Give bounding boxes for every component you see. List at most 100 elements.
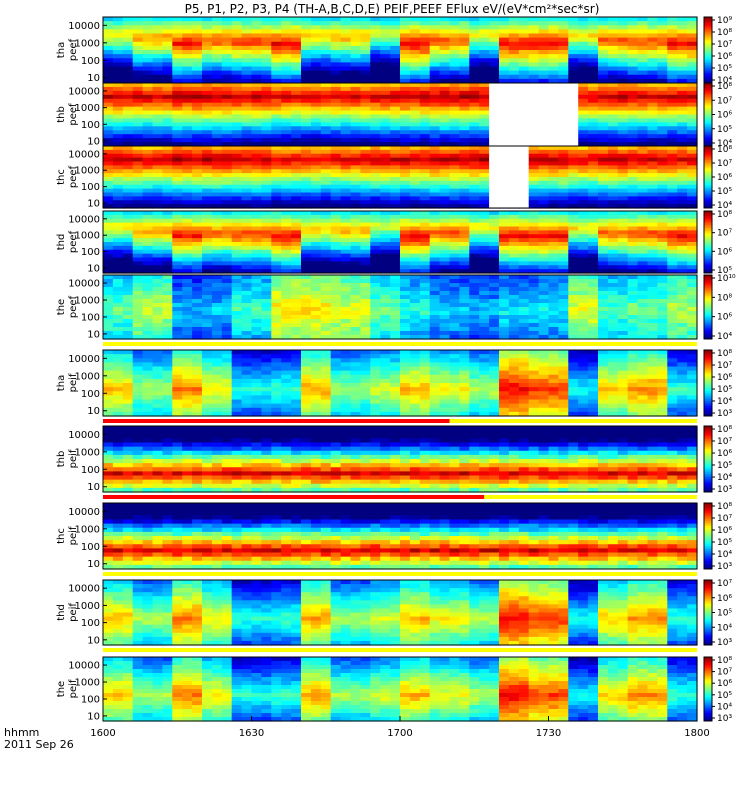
spectrogram-cell xyxy=(479,83,490,88)
spectrogram-cell xyxy=(251,134,262,139)
spectrogram-cell xyxy=(330,21,342,26)
spectrogram-cell xyxy=(677,78,688,84)
spectrogram-cell xyxy=(588,230,599,235)
spectrogram-cell xyxy=(350,153,361,159)
spectrogram-cell xyxy=(588,261,599,266)
colorbar-cell xyxy=(704,240,712,243)
spectrogram-cell xyxy=(231,58,243,63)
spectrogram-cell xyxy=(380,238,391,243)
colorbar-cell xyxy=(704,66,712,69)
spectrogram-cell xyxy=(202,283,213,288)
spectrogram-cell xyxy=(607,279,619,284)
spectrogram-cell xyxy=(518,311,530,316)
colorbar-cell xyxy=(704,170,712,173)
spectrogram-cell xyxy=(122,211,134,216)
spectrogram-cell xyxy=(548,66,559,72)
spectrogram-cell xyxy=(310,261,322,266)
spectrogram-cell xyxy=(479,307,490,312)
spectrogram-cell xyxy=(112,319,124,324)
spectrogram-cell xyxy=(449,94,460,100)
colorbar-cell xyxy=(704,112,712,115)
spectrogram-cell xyxy=(459,303,470,308)
spectrogram-cell xyxy=(350,327,361,332)
spectrogram-cell xyxy=(538,25,550,30)
spectrogram-cell xyxy=(152,94,163,100)
spectrogram-cell xyxy=(162,192,173,197)
spectrogram-cell xyxy=(152,291,163,296)
spectrogram-cell xyxy=(479,200,490,205)
spectrogram-cell xyxy=(162,269,173,274)
spectrogram-cell xyxy=(588,315,599,320)
spectrogram-cell xyxy=(449,180,460,186)
spectrogram-cell xyxy=(281,146,292,151)
spectrogram-cell xyxy=(419,169,431,174)
spectrogram-cell xyxy=(637,287,649,292)
spectrogram-cell xyxy=(291,335,302,340)
spectrogram-cell xyxy=(578,204,589,209)
spectrogram-cell xyxy=(469,153,480,159)
spectrogram-cell xyxy=(578,58,589,63)
spectrogram-cell xyxy=(499,265,510,270)
spectrogram-cell xyxy=(538,41,550,47)
spectrogram-cell xyxy=(607,303,619,308)
spectrogram-cell xyxy=(578,130,589,135)
spectrogram-cell xyxy=(281,184,292,190)
spectrogram-cell xyxy=(499,74,510,80)
spectrogram-cell xyxy=(409,315,421,320)
spectrogram-cell xyxy=(162,204,173,209)
spectrogram-cell xyxy=(202,303,213,308)
spectrogram-cell xyxy=(142,94,154,100)
spectrogram-cell xyxy=(627,146,639,151)
spectrogram-cell xyxy=(241,21,253,26)
spectrogram-cell xyxy=(588,83,599,88)
spectrogram-cell xyxy=(251,21,262,26)
spectrogram-cell xyxy=(152,25,163,30)
spectrogram-cell xyxy=(221,157,233,163)
spectrogram-cell xyxy=(370,249,381,255)
spectrogram-cell xyxy=(419,86,431,92)
spectrogram-cell xyxy=(390,222,401,228)
spectrogram-cell xyxy=(400,265,411,270)
spectrogram-cell xyxy=(469,253,480,259)
spectrogram-cell xyxy=(479,118,490,123)
spectrogram-cell xyxy=(390,275,401,280)
spectrogram-cell xyxy=(192,204,203,209)
spectrogram-cell xyxy=(132,102,144,108)
spectrogram-cell xyxy=(132,130,144,135)
spectrogram-cell xyxy=(182,142,193,147)
spectrogram-cell xyxy=(479,58,490,63)
spectrogram-cell xyxy=(528,74,540,80)
data-gap xyxy=(489,83,579,146)
spectrogram-cell xyxy=(162,142,173,147)
spectrogram-cell xyxy=(390,249,401,255)
spectrogram-cell xyxy=(350,122,361,127)
colorbar-cell xyxy=(704,59,712,63)
spectrogram-cell xyxy=(390,45,401,51)
spectrogram-cell xyxy=(380,331,391,336)
spectrogram-cell xyxy=(103,173,114,178)
spectrogram-cell xyxy=(360,25,371,30)
spectrogram-cell xyxy=(370,17,381,22)
spectrogram-cell xyxy=(211,78,223,84)
spectrogram-cell xyxy=(558,200,569,205)
spectrogram-cell xyxy=(449,21,460,26)
spectrogram-cell xyxy=(479,157,490,163)
spectrogram-cell xyxy=(301,169,312,174)
spectrogram-cell xyxy=(400,37,411,43)
spectrogram-cell xyxy=(182,287,193,292)
spectrogram-cell xyxy=(251,122,262,127)
spectrogram-cell xyxy=(558,311,569,316)
spectrogram-cell xyxy=(598,331,609,336)
spectrogram-cell xyxy=(122,130,134,135)
spectrogram-cell xyxy=(103,230,114,235)
spectrogram-cell xyxy=(291,265,302,270)
spectrogram-cell xyxy=(598,66,609,72)
spectrogram-cell xyxy=(409,291,421,296)
spectrogram-cell xyxy=(429,86,441,92)
spectrogram-cell xyxy=(340,165,352,170)
spectrogram-cell xyxy=(310,311,322,316)
spectrogram-cell xyxy=(627,245,639,251)
spectrogram-cell xyxy=(360,327,371,332)
spectrogram-cell xyxy=(568,21,579,26)
spectrogram-cell xyxy=(241,62,253,68)
